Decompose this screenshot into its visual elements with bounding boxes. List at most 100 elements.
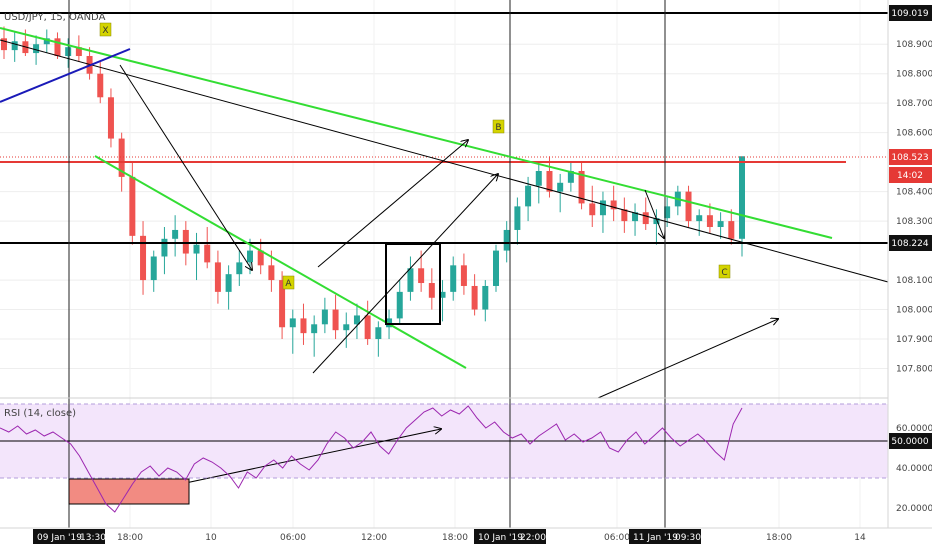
- svg-text:09:30: 09:30: [675, 533, 701, 543]
- candle: [717, 212, 724, 239]
- candle: [43, 29, 50, 54]
- candle: [353, 303, 360, 340]
- candle: [739, 156, 745, 257]
- candle: [642, 197, 649, 230]
- time-tick-label: 10: [205, 533, 217, 543]
- candle: [1, 26, 7, 59]
- price-tick-label: 108.100: [896, 276, 932, 286]
- trendline-blue[interactable]: [0, 48, 131, 103]
- candle: [193, 232, 200, 281]
- rsi-axis[interactable]: 60.0000 40.0000 20.0000: [896, 424, 932, 514]
- arrow-up-to-b[interactable]: [317, 140, 468, 268]
- svg-text:22:00: 22:00: [520, 533, 546, 543]
- candle: [140, 221, 147, 295]
- time-badge-10jan: 10 Jan '19 22:00: [474, 529, 546, 544]
- time-axis[interactable]: 18:00 10 06:00 12:00 18:00 06:00 18:00 14: [117, 533, 866, 543]
- candle: [257, 238, 264, 275]
- time-tick-label: 06:00: [604, 533, 630, 543]
- svg-text:11 Jan '19: 11 Jan '19: [633, 533, 678, 543]
- pattern-label-b[interactable]: B: [492, 119, 505, 134]
- candlestick-series: [1, 26, 745, 357]
- candle: [375, 321, 382, 357]
- candle: [578, 162, 585, 210]
- candle: [214, 250, 221, 304]
- candle: [65, 38, 72, 68]
- candle: [300, 303, 307, 345]
- arrow-drop[interactable]: [644, 189, 664, 238]
- candle: [311, 315, 318, 357]
- svg-text:109.019: 109.019: [891, 9, 928, 19]
- candle: [343, 312, 350, 348]
- candle: [471, 274, 478, 316]
- price-tick-label: 108.900: [896, 40, 932, 50]
- time-tick-label: 18:00: [766, 533, 792, 543]
- arrow-channel-up[interactable]: [312, 174, 498, 374]
- candle: [535, 162, 542, 204]
- arrow-rsi-divergence[interactable]: [142, 429, 441, 493]
- pattern-label-a[interactable]: A: [282, 275, 295, 290]
- consolidation-box[interactable]: [385, 243, 441, 325]
- chart-title: USD/JPY, 15, OANDA: [4, 12, 106, 23]
- price-tick-label: 108.300: [896, 217, 932, 227]
- candle: [460, 253, 467, 295]
- svg-text:A: A: [285, 279, 292, 289]
- candle: [150, 250, 157, 292]
- trendline-green-upper[interactable]: [0, 27, 833, 239]
- candle: [289, 309, 296, 354]
- trendline-green-lower[interactable]: [94, 155, 467, 369]
- candle: [204, 227, 211, 269]
- rsi-line: [0, 405, 743, 513]
- candle: [97, 61, 104, 104]
- candle: [482, 280, 489, 322]
- svg-text:13:30: 13:30: [80, 533, 106, 543]
- rsi-tick-label: 40.0000: [896, 464, 932, 474]
- candle: [439, 280, 446, 322]
- svg-text:10 Jan '19: 10 Jan '19: [478, 533, 523, 543]
- price-tick-label: 108.000: [896, 306, 932, 316]
- candle: [225, 265, 232, 310]
- candle: [567, 162, 574, 192]
- arrow-x-to-a[interactable]: [119, 64, 252, 270]
- trendline-black-long[interactable]: [0, 39, 889, 283]
- time-badge-09jan: 09 Jan '19 13:30: [33, 529, 106, 544]
- rsi-tick-label: 60.0000: [896, 424, 932, 434]
- svg-text:B: B: [495, 123, 501, 133]
- price-tick-label: 107.900: [896, 335, 932, 345]
- time-tick-label: 06:00: [280, 533, 306, 543]
- price-label-108224: 108.224: [889, 235, 932, 251]
- candle: [546, 156, 553, 198]
- svg-text:C: C: [721, 268, 727, 278]
- candle: [321, 297, 328, 334]
- time-tick-label: 18:00: [117, 533, 143, 543]
- candle: [599, 191, 606, 233]
- svg-text:50.0000: 50.0000: [891, 437, 928, 447]
- svg-text:108.224: 108.224: [891, 239, 928, 249]
- candle: [632, 203, 639, 236]
- svg-text:09 Jan '19: 09 Jan '19: [37, 533, 82, 543]
- time-tick-label: 12:00: [361, 533, 387, 543]
- pattern-label-x[interactable]: X: [99, 22, 112, 37]
- rsi-oversold-box[interactable]: [68, 478, 190, 505]
- candle: [172, 215, 179, 257]
- price-tick-label: 108.800: [896, 70, 932, 80]
- candle: [621, 197, 628, 233]
- candle: [236, 250, 243, 286]
- arrow-projection[interactable]: [597, 319, 778, 399]
- candle: [450, 256, 457, 301]
- price-tick-label: 108.700: [896, 99, 932, 109]
- candle: [706, 203, 713, 233]
- price-tick-label: 107.800: [896, 365, 932, 375]
- candle: [11, 32, 18, 62]
- rsi-tick-label: 20.0000: [896, 504, 932, 514]
- candle: [364, 300, 371, 345]
- svg-text:14:02: 14:02: [897, 171, 923, 181]
- price-axis[interactable]: 108.900 108.800 108.700 108.600 108.400 108.3…: [896, 40, 932, 374]
- candle: [589, 185, 596, 228]
- price-label-109019: 109.019: [889, 5, 932, 21]
- time-tick-label: 18:00: [442, 533, 468, 543]
- price-label-current: 108.523: [889, 149, 932, 165]
- candle: [107, 88, 114, 148]
- pattern-label-c[interactable]: C: [718, 264, 731, 279]
- candle: [418, 250, 425, 292]
